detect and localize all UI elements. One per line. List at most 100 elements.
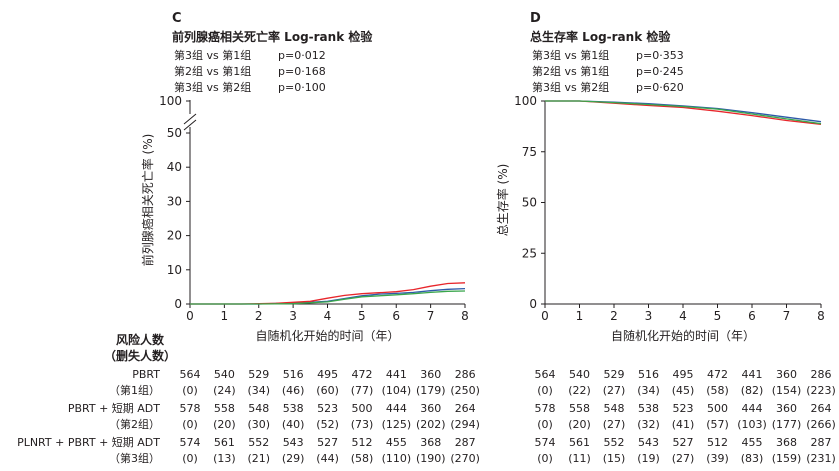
number-at-risk: 540 xyxy=(569,368,590,381)
number-censored: (27) xyxy=(603,384,626,397)
number-at-risk: 368 xyxy=(420,436,441,449)
pvalue: p=0·168 xyxy=(278,65,326,78)
number-at-risk: 500 xyxy=(352,402,373,415)
x-axis-label: 自随机化开始的时间（年） xyxy=(611,328,755,343)
number-at-risk: 574 xyxy=(535,436,556,449)
number-censored: (15) xyxy=(603,452,626,465)
number-censored: (40) xyxy=(282,418,305,431)
number-censored: (34) xyxy=(248,384,271,397)
number-at-risk: 264 xyxy=(455,402,476,415)
number-censored: (21) xyxy=(248,452,271,465)
number-censored: (73) xyxy=(351,418,374,431)
number-at-risk: 286 xyxy=(455,368,476,381)
number-censored: (34) xyxy=(637,384,660,397)
number-at-risk: 523 xyxy=(673,402,694,415)
y-tick-label: 0 xyxy=(529,297,537,311)
number-at-risk: 360 xyxy=(420,368,441,381)
number-at-risk: 527 xyxy=(317,436,338,449)
risk-row-label: PLNRT + PBRT + 短期 ADT xyxy=(17,435,160,449)
number-at-risk: 287 xyxy=(811,436,832,449)
number-at-risk: 286 xyxy=(811,368,832,381)
pvalue-comparison: 第3组 vs 第2组 xyxy=(174,80,251,94)
risk-row-label: PBRT + 短期 ADT xyxy=(68,401,160,415)
panel-title: 总生存率 Log-rank 检验 xyxy=(530,29,671,44)
number-at-risk: 360 xyxy=(776,402,797,415)
number-at-risk: 516 xyxy=(638,368,659,381)
x-tick-label: 7 xyxy=(427,309,435,323)
number-at-risk: 523 xyxy=(317,402,338,415)
panel-letter: D xyxy=(530,11,541,26)
pvalue: p=0·353 xyxy=(636,49,684,62)
number-at-risk: 455 xyxy=(386,436,407,449)
number-at-risk: 516 xyxy=(283,368,304,381)
number-at-risk: 558 xyxy=(214,402,235,415)
number-censored: (30) xyxy=(248,418,271,431)
number-at-risk: 368 xyxy=(776,436,797,449)
number-at-risk: 441 xyxy=(386,368,407,381)
y-tick-label: 40 xyxy=(167,160,182,174)
x-tick-label: 8 xyxy=(817,309,825,323)
number-at-risk: 529 xyxy=(248,368,269,381)
number-at-risk: 548 xyxy=(604,402,625,415)
x-tick-label: 4 xyxy=(324,309,332,323)
number-at-risk: 548 xyxy=(248,402,269,415)
pvalue-comparison: 第2组 vs 第1组 xyxy=(174,64,251,78)
number-at-risk: 552 xyxy=(248,436,269,449)
number-censored: (83) xyxy=(741,452,764,465)
risk-table: 风险人数（删失人数） PBRT （第1组） 564 540 529 516 495 472 441… xyxy=(17,332,836,465)
x-tick-label: 2 xyxy=(610,309,618,323)
number-censored: (13) xyxy=(213,452,236,465)
number-censored: (0) xyxy=(182,452,198,465)
number-censored: (202) xyxy=(416,418,446,431)
series-line-group3 xyxy=(545,100,822,125)
number-at-risk: 561 xyxy=(214,436,235,449)
number-at-risk: 543 xyxy=(638,436,659,449)
number-censored: (29) xyxy=(282,452,305,465)
number-censored: (60) xyxy=(316,384,339,397)
number-at-risk: 574 xyxy=(180,436,201,449)
y-tick-label: 50 xyxy=(522,196,537,210)
pvalue: p=0·100 xyxy=(278,81,326,94)
number-censored: (104) xyxy=(382,384,412,397)
x-tick-label: 5 xyxy=(714,309,722,323)
number-at-risk: 287 xyxy=(455,436,476,449)
number-at-risk: 444 xyxy=(742,402,763,415)
y-tick-label: 25 xyxy=(522,246,537,260)
number-censored: (45) xyxy=(672,384,695,397)
number-censored: (24) xyxy=(213,384,236,397)
number-censored: (32) xyxy=(637,418,660,431)
number-at-risk: 441 xyxy=(742,368,763,381)
x-tick-label: 8 xyxy=(461,309,469,323)
number-censored: (20) xyxy=(568,418,591,431)
pvalue-comparison: 第3组 vs 第1组 xyxy=(174,48,251,62)
x-tick-label: 6 xyxy=(748,309,756,323)
number-censored: (46) xyxy=(282,384,305,397)
number-censored: (110) xyxy=(382,452,412,465)
series-line-group3 xyxy=(190,290,466,305)
number-censored: (266) xyxy=(806,418,836,431)
number-at-risk: 512 xyxy=(707,436,728,449)
pvalue-comparison: 第3组 vs 第1组 xyxy=(532,48,609,62)
risk-row-sublabel: （第3组） xyxy=(109,451,160,465)
number-censored: (11) xyxy=(568,452,591,465)
number-at-risk: 527 xyxy=(673,436,694,449)
y-axis-label: 总生存率 (%) xyxy=(495,164,510,237)
series-line-group2 xyxy=(545,100,822,125)
number-censored: (294) xyxy=(450,418,480,431)
y-tick-label: 0 xyxy=(174,297,182,311)
x-axis-label: 自随机化开始的时间（年） xyxy=(255,328,399,343)
number-censored: (270) xyxy=(450,452,480,465)
number-censored: (0) xyxy=(537,418,553,431)
risk-table-header: 风险人数 xyxy=(116,332,165,347)
number-at-risk: 495 xyxy=(673,368,694,381)
number-at-risk: 500 xyxy=(707,402,728,415)
number-censored: (250) xyxy=(450,384,480,397)
number-censored: (27) xyxy=(603,418,626,431)
number-censored: (177) xyxy=(772,418,802,431)
risk-row-sublabel: （第2组） xyxy=(109,417,160,431)
number-censored: (41) xyxy=(672,418,695,431)
number-at-risk: 455 xyxy=(742,436,763,449)
x-tick-label: 3 xyxy=(645,309,653,323)
